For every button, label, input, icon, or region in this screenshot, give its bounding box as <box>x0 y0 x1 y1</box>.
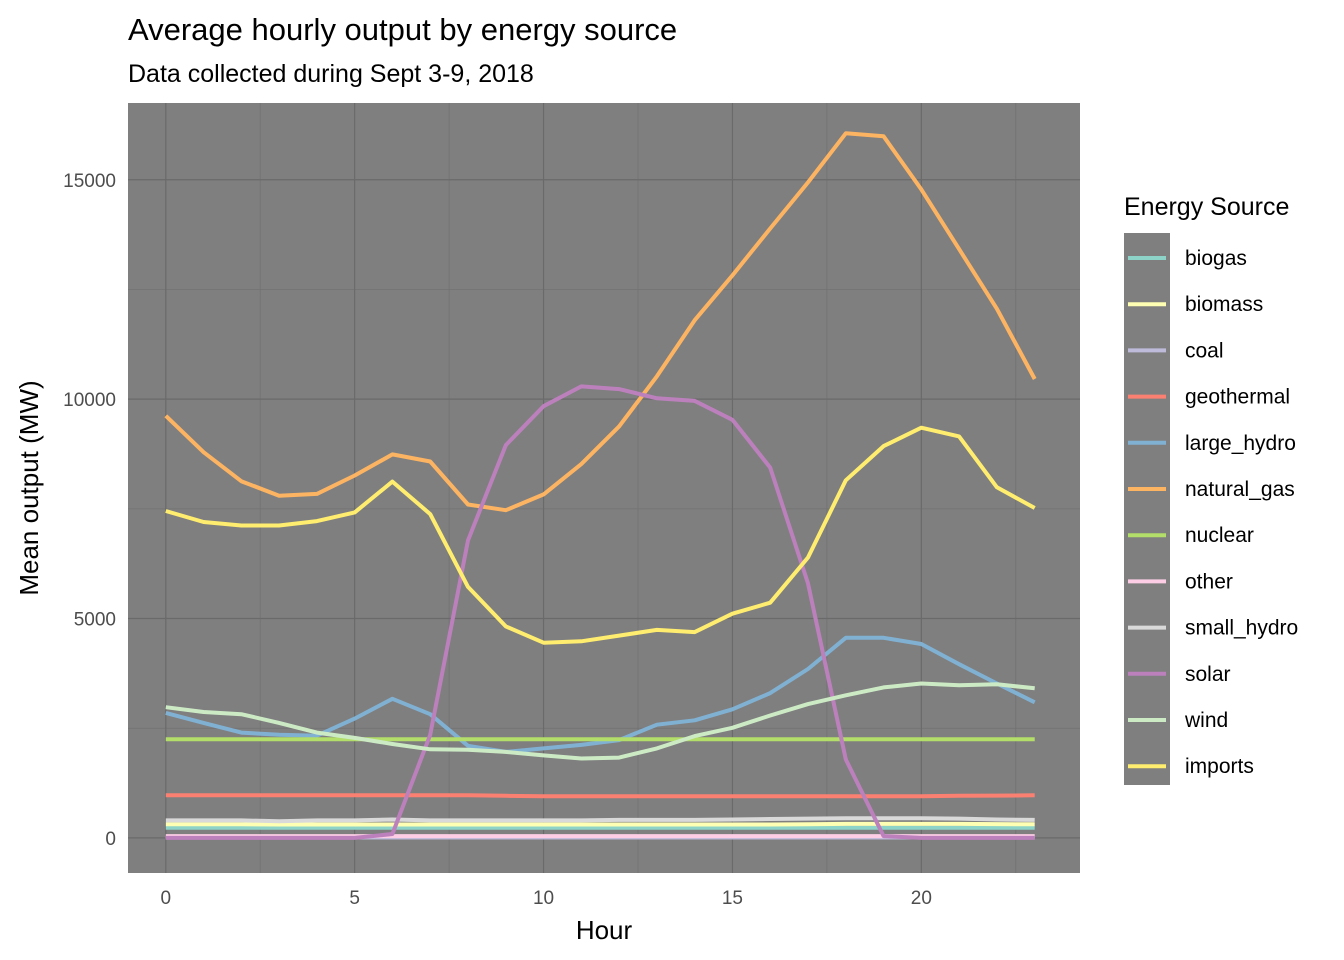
x-tick-label: 0 <box>160 888 171 909</box>
series-line-natural_gas <box>164 131 1037 513</box>
y-tick-label: 10000 <box>63 390 116 411</box>
x-tick-label: 20 <box>911 888 932 909</box>
legend-label-nuclear: nuclear <box>1185 524 1254 547</box>
legend-label-geothermal: geothermal <box>1185 386 1290 409</box>
legend-label-biomass: biomass <box>1185 293 1263 316</box>
y-tick-label: 5000 <box>74 610 116 631</box>
legend-title: Energy Source <box>1124 193 1289 221</box>
legend-label-small_hydro: small_hydro <box>1185 617 1298 640</box>
x-axis-ticks: 0 5 10 15 20 <box>160 888 931 909</box>
x-tick-label: 5 <box>349 888 360 909</box>
legend-label-other: other <box>1185 570 1233 593</box>
legend-label-wind: wind <box>1184 709 1228 732</box>
legend: Energy Source biogas biomass coal geotherma… <box>1124 193 1298 785</box>
series-line-geothermal <box>165 793 1035 799</box>
legend-label-solar: solar <box>1185 663 1231 686</box>
series-line-small_hydro <box>165 816 1035 824</box>
series-line-large_hydro <box>165 635 1036 754</box>
y-axis-label: Mean output (MW) <box>14 380 44 595</box>
series-line-solar <box>165 384 1035 840</box>
legend-label-imports: imports <box>1185 755 1254 778</box>
series-line-imports <box>165 425 1036 645</box>
series-line-wind <box>165 681 1035 761</box>
x-tick-label: 10 <box>533 888 554 909</box>
y-axis-ticks: 0 5000 10000 15000 <box>63 171 116 850</box>
legend-label-biogas: biogas <box>1185 247 1247 270</box>
x-axis-label: Hour <box>576 915 633 945</box>
legend-label-coal: coal <box>1185 339 1224 362</box>
y-tick-label: 15000 <box>63 171 116 192</box>
series-line-biomass <box>165 821 1035 827</box>
legend-label-natural_gas: natural_gas <box>1185 478 1295 501</box>
chart-title: Average hourly output by energy source <box>128 12 678 47</box>
series-lines <box>164 131 1037 840</box>
legend-label-large_hydro: large_hydro <box>1185 432 1296 455</box>
chart-subtitle: Data collected during Sept 3-9, 2018 <box>128 60 534 88</box>
x-tick-label: 15 <box>722 888 743 909</box>
legend-key-background <box>1124 233 1170 785</box>
y-tick-label: 0 <box>105 829 116 850</box>
